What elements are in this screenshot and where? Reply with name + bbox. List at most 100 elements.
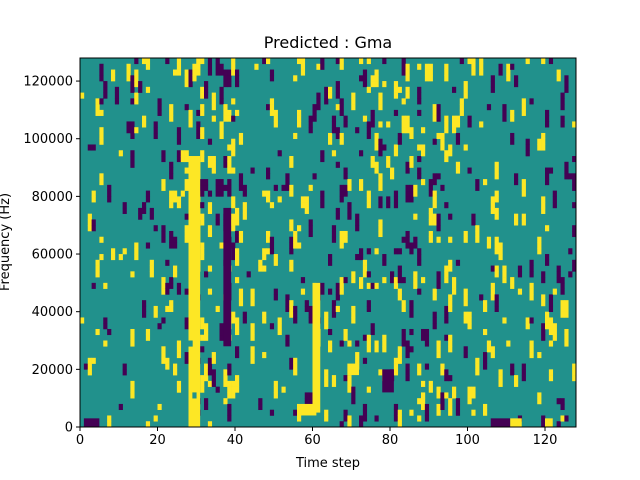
heatmap-cell bbox=[153, 311, 158, 318]
heatmap-cell bbox=[95, 259, 100, 266]
heatmap-cell bbox=[145, 58, 151, 65]
heatmap-cell bbox=[525, 150, 530, 157]
heatmap-cell bbox=[176, 346, 182, 353]
heatmap-cell bbox=[99, 75, 104, 82]
heatmap-cell bbox=[366, 248, 371, 255]
heatmap-cell bbox=[238, 132, 244, 140]
heatmap-cell bbox=[339, 196, 344, 203]
heatmap-cell bbox=[328, 86, 333, 93]
heatmap-cell bbox=[366, 340, 371, 347]
heatmap-cell bbox=[529, 98, 534, 105]
heatmap-cell bbox=[130, 150, 135, 157]
heatmap-cell bbox=[452, 115, 457, 122]
heatmap-cell bbox=[293, 363, 298, 370]
heatmap-cell bbox=[316, 63, 321, 70]
heatmap-cell bbox=[436, 386, 441, 393]
heatmap-cell bbox=[401, 236, 406, 243]
heatmap-cell bbox=[308, 225, 313, 232]
heatmap-cell bbox=[223, 375, 228, 382]
heatmap-cell bbox=[463, 144, 468, 151]
heatmap-cell bbox=[250, 346, 255, 353]
heatmap-cell bbox=[417, 109, 422, 116]
heatmap-cell bbox=[428, 69, 433, 76]
heatmap-cell bbox=[436, 346, 441, 353]
heatmap-cell bbox=[552, 288, 557, 295]
heatmap-cell bbox=[347, 386, 352, 393]
heatmap-cell bbox=[401, 121, 406, 128]
heatmap-cell bbox=[289, 259, 294, 266]
heatmap-cell bbox=[173, 190, 178, 197]
heatmap-cell bbox=[467, 386, 472, 393]
heatmap-cell bbox=[273, 288, 278, 295]
heatmap-cell bbox=[266, 58, 271, 65]
heatmap-cell bbox=[498, 380, 503, 387]
heatmap-cell bbox=[145, 421, 151, 428]
heatmap-cell bbox=[335, 207, 340, 214]
heatmap-cell bbox=[471, 58, 476, 65]
heatmap-cell bbox=[521, 109, 526, 116]
heatmap-cell bbox=[413, 277, 418, 284]
heatmap-cell bbox=[281, 386, 286, 393]
heatmap-cell bbox=[200, 179, 205, 186]
heatmap-cell bbox=[564, 75, 569, 82]
heatmap-cell bbox=[529, 265, 534, 272]
heatmap-cell bbox=[219, 242, 224, 249]
heatmap-cell bbox=[401, 305, 406, 312]
heatmap-cell bbox=[200, 242, 205, 249]
heatmap-cell bbox=[320, 63, 325, 70]
heatmap-cell bbox=[211, 98, 216, 105]
heatmap-cell bbox=[479, 69, 484, 76]
heatmap-cell bbox=[200, 202, 205, 209]
heatmap-cell bbox=[343, 115, 348, 122]
heatmap-cell bbox=[157, 98, 162, 105]
heatmap-cell bbox=[223, 109, 228, 116]
heatmap-cell bbox=[91, 225, 96, 232]
heatmap-cell bbox=[541, 207, 546, 214]
heatmap-cell bbox=[432, 311, 437, 318]
heatmap-cell bbox=[401, 115, 406, 122]
heatmap-cell bbox=[328, 138, 333, 145]
heatmap-cell bbox=[219, 63, 224, 70]
heatmap-cell bbox=[397, 248, 402, 255]
heatmap-cell bbox=[529, 340, 534, 347]
heatmap-cell bbox=[370, 323, 375, 330]
heatmap-cell bbox=[378, 225, 383, 232]
heatmap-cell bbox=[545, 121, 550, 128]
heatmap-cell bbox=[289, 265, 294, 272]
heatmap-cell bbox=[494, 161, 499, 168]
heatmap-cell bbox=[242, 202, 247, 209]
heatmap-cell bbox=[428, 184, 433, 191]
heatmap-cell bbox=[541, 58, 546, 65]
heatmap-cell bbox=[266, 196, 271, 203]
heatmap-cell bbox=[180, 190, 185, 197]
heatmap-cell bbox=[273, 115, 278, 122]
heatmap-cell bbox=[455, 121, 461, 128]
heatmap-cell bbox=[390, 277, 395, 284]
heatmap-cell bbox=[312, 173, 317, 180]
heatmap-cell bbox=[285, 340, 290, 347]
heatmap-cell bbox=[242, 184, 247, 191]
heatmap-cell bbox=[289, 225, 294, 232]
heatmap-cell bbox=[498, 375, 503, 382]
heatmap-cell bbox=[242, 213, 247, 220]
heatmap-cell bbox=[235, 109, 240, 116]
heatmap-cell bbox=[405, 190, 410, 197]
heatmap-cell bbox=[397, 132, 402, 140]
heatmap-cell bbox=[320, 150, 325, 157]
heatmap-cell bbox=[444, 317, 449, 324]
heatmap-cell bbox=[169, 115, 174, 122]
heatmap-cell bbox=[378, 144, 383, 151]
heatmap-cell bbox=[285, 334, 290, 341]
heatmap-cell bbox=[475, 236, 480, 243]
heatmap-cell bbox=[122, 363, 127, 370]
heatmap-cell bbox=[238, 173, 244, 180]
heatmap-cell bbox=[393, 409, 399, 416]
heatmap-cell bbox=[95, 271, 100, 278]
heatmap-cell bbox=[207, 225, 213, 232]
heatmap-cell bbox=[293, 75, 298, 82]
heatmap-cell bbox=[223, 398, 228, 405]
heatmap-cell bbox=[289, 305, 294, 312]
heatmap-cell bbox=[339, 132, 344, 140]
heatmap-cell bbox=[347, 207, 352, 214]
heatmap-cell bbox=[397, 357, 402, 364]
